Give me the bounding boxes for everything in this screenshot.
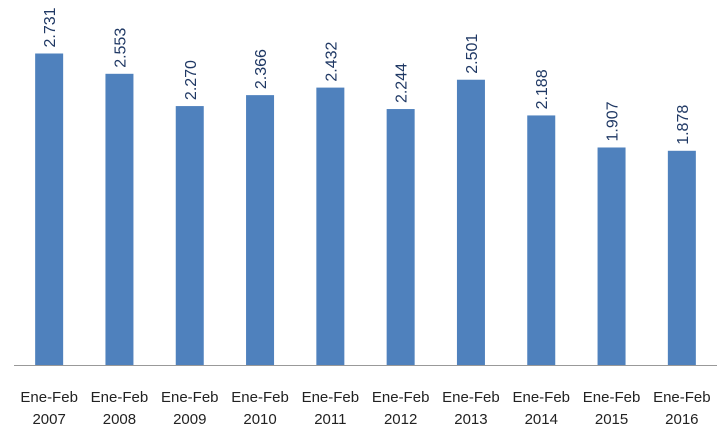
x-tick-label: 2013 <box>454 411 487 427</box>
x-tick-label: 2010 <box>243 411 276 427</box>
x-tick-label: Ene-Feb <box>161 389 219 406</box>
x-tick-label: Ene-Feb <box>512 389 570 406</box>
bar <box>667 150 696 365</box>
x-tick-label: 2014 <box>525 411 558 427</box>
x-tick-label: Ene-Feb <box>583 389 641 406</box>
bar <box>316 87 345 365</box>
x-tick-label: 2007 <box>32 411 65 427</box>
x-tick-label: Ene-Feb <box>442 389 500 406</box>
bar <box>597 147 626 365</box>
x-tick-label: 2011 <box>314 411 346 427</box>
value-label: 2.553 <box>112 28 129 68</box>
value-label: 2.244 <box>394 63 411 103</box>
bar <box>35 53 64 366</box>
x-tick-label: Ene-Feb <box>20 389 78 406</box>
bar <box>527 115 556 366</box>
value-label: 1.878 <box>675 105 692 145</box>
x-tick-label: Ene-Feb <box>653 389 711 406</box>
x-tick-label: 2016 <box>665 411 698 427</box>
x-tick-label: Ene-Feb <box>231 389 289 406</box>
x-tick-label: 2015 <box>595 411 628 427</box>
value-label: 2.501 <box>464 34 481 74</box>
x-tick-label: Ene-Feb <box>91 389 149 406</box>
x-tick-label: 2008 <box>103 411 136 427</box>
x-tick-label: 2012 <box>384 411 417 427</box>
value-label: 2.366 <box>253 49 270 89</box>
value-label: 1.907 <box>605 101 622 141</box>
value-label: 2.432 <box>323 41 340 81</box>
x-tick-label: Ene-Feb <box>302 389 360 406</box>
x-tick-label: 2009 <box>173 411 206 427</box>
bar <box>456 79 485 366</box>
value-label: 2.270 <box>183 60 200 100</box>
bar <box>105 73 134 366</box>
bar <box>246 95 275 366</box>
bar <box>175 106 204 365</box>
value-label: 2.188 <box>534 69 551 109</box>
bar <box>386 109 415 365</box>
value-label: 2.731 <box>42 7 59 47</box>
x-tick-label: Ene-Feb <box>372 389 430 406</box>
